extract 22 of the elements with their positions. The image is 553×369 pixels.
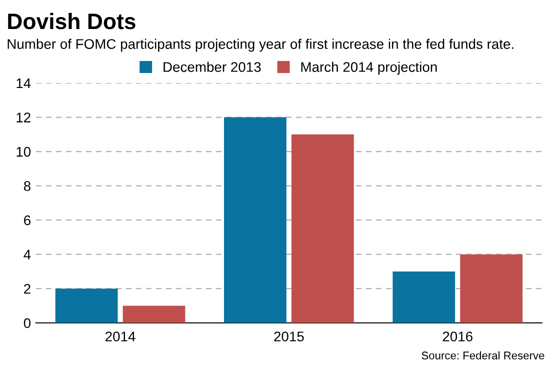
chart-title: Dovish Dots (8, 12, 136, 30)
y-tick-label: 10 (16, 146, 31, 157)
chart-subtitle: Number of FOMC participants projecting year of first increase in the fed funds rate. (8, 38, 514, 52)
legend-label: December 2013 (164, 62, 261, 72)
y-tick-label: 0 (24, 318, 31, 328)
bar (55, 288, 118, 323)
x-tick-label: 2014 (106, 332, 136, 342)
bar (392, 271, 456, 323)
legend-label: March 2014 projection (301, 62, 437, 75)
y-tick-label: 8 (24, 181, 30, 191)
y-tick-label: 4 (24, 250, 31, 260)
bar (224, 117, 286, 323)
x-tick-label: 2015 (274, 332, 304, 342)
y-tick-label: 12 (16, 112, 30, 122)
y-tick-label: 2 (24, 284, 30, 294)
bar (460, 254, 523, 323)
bar (291, 134, 354, 323)
x-tick-label: 2016 (442, 332, 472, 342)
y-tick-label: 6 (24, 215, 30, 226)
source-note: Source: Federal Reserve (422, 351, 544, 360)
y-tick-label: 14 (16, 78, 31, 88)
bar (122, 306, 186, 323)
